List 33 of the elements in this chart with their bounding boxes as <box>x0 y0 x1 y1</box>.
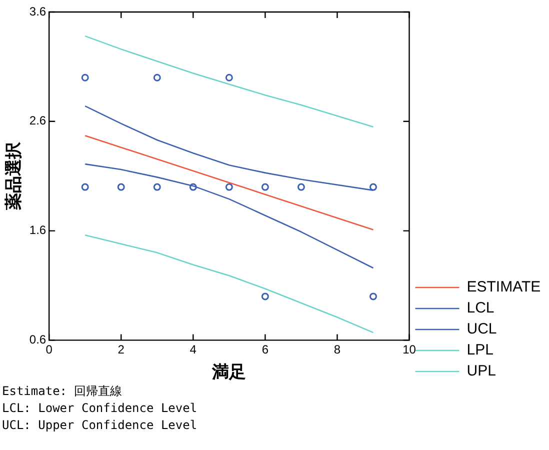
x-tick-label: 2 <box>118 342 125 357</box>
y-axis-title: 薬品選択 <box>4 141 23 212</box>
x-tick-label: 10 <box>402 342 416 357</box>
point <box>369 292 377 300</box>
legend-label: ESTIMATE <box>466 278 541 296</box>
point <box>297 183 305 191</box>
x-tick-label: 8 <box>334 342 341 357</box>
y-tick-label: 3.6 <box>29 4 46 18</box>
legend-label: UCL <box>466 320 497 338</box>
x-tick-label: 4 <box>190 342 197 357</box>
point <box>189 183 197 191</box>
text: UCL: Upper Confidence Level <box>2 417 198 434</box>
legend-label: LPL <box>466 342 494 359</box>
text: Estimate: 回帰直線 <box>2 383 124 400</box>
x-tick-label: 0 <box>46 342 53 357</box>
legend-label: LCL <box>466 300 494 317</box>
legend-label: UPL <box>466 362 496 380</box>
point <box>153 74 161 82</box>
point <box>261 292 269 300</box>
point <box>225 74 233 82</box>
y-tick-label: 0.6 <box>29 332 46 347</box>
y-tick-label: 2.6 <box>29 114 46 128</box>
point <box>117 183 125 191</box>
point <box>225 183 233 191</box>
point <box>153 183 161 191</box>
point <box>81 74 89 82</box>
x-axis-title: 満足 <box>211 362 246 382</box>
point <box>81 183 89 191</box>
point <box>369 183 377 191</box>
x-tick-label: 6 <box>262 342 269 357</box>
text: LCL: Lower Confidence Level <box>2 400 198 417</box>
point <box>261 183 269 191</box>
y-tick-label: 1.6 <box>29 223 46 238</box>
